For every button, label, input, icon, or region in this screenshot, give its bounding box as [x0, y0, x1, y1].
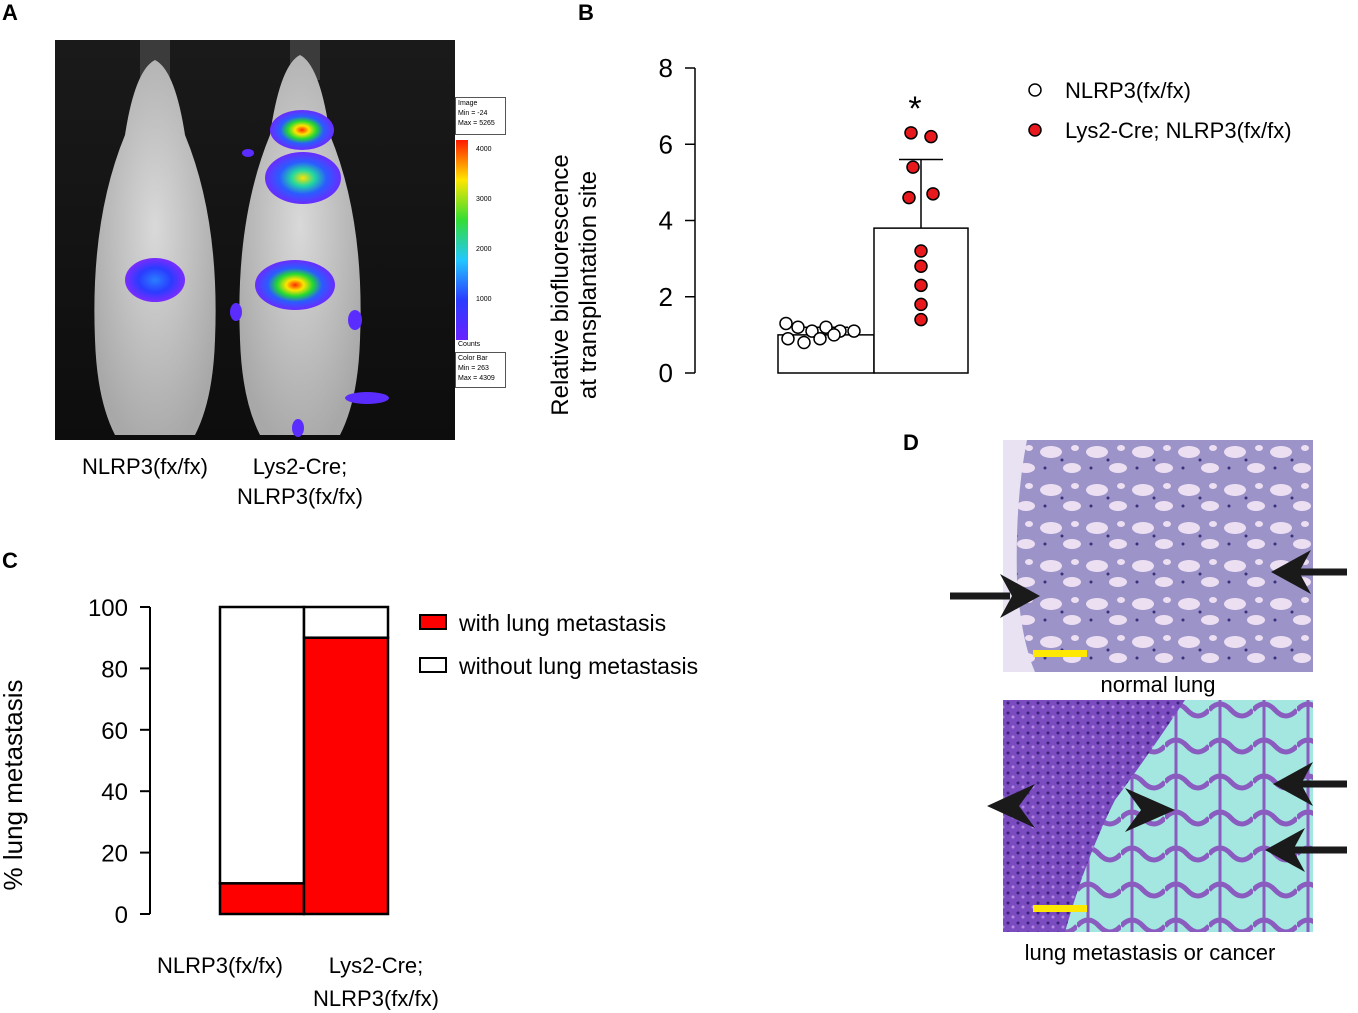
colorbar-range-box: Color Bar Min = 263 Max = 4309: [455, 352, 506, 388]
panel-a-label-ko: Lys2-Cre; NLRP3(fx/fx): [210, 452, 390, 512]
legend-label: NLRP3(fx/fx): [1065, 78, 1191, 103]
y-tick-label: 4: [659, 206, 673, 236]
data-point: [779, 316, 793, 331]
panel-letter-b: B: [578, 0, 594, 25]
colorbar-tick-3000: 3000: [476, 196, 492, 203]
arrow-icon: [1265, 828, 1347, 872]
y-tick-label: 2: [659, 282, 673, 312]
histology-panel: [950, 440, 1347, 932]
caption-lung-metastasis: lung metastasis or cancer: [1024, 940, 1276, 965]
image-box-max: Max = 5265: [458, 120, 495, 127]
y-tick-label: 20: [101, 841, 128, 868]
y-tick-label: 6: [659, 129, 673, 159]
legend-marker: [1028, 83, 1042, 97]
data-point: [914, 259, 928, 273]
arrowhead-icon: [987, 784, 1035, 828]
colorbar-tick-2000: 2000: [476, 246, 492, 253]
y-tick-label: 100: [88, 595, 128, 622]
arrowhead-icon: [1125, 788, 1175, 832]
arrow-icon: [950, 574, 1040, 618]
y-axis-label-line: Relative biofluorescence: [547, 154, 574, 415]
panel-letter-c: C: [2, 548, 18, 573]
y-tick-label: 80: [101, 656, 128, 683]
y-tick-label: 40: [101, 779, 128, 806]
data-point: [906, 160, 920, 174]
stacked-bar-segment: [302, 636, 390, 916]
y-tick-label: 0: [115, 902, 128, 929]
stacked-bar-segment: [218, 882, 306, 916]
panel-letter-a: A: [2, 0, 18, 25]
legend-marker: [1028, 123, 1042, 137]
data-point: [904, 126, 918, 140]
stacked-bar-segment: [302, 605, 390, 639]
data-point: [914, 244, 928, 258]
data-point: [781, 331, 795, 346]
arrow-icon: [1273, 762, 1347, 806]
y-axis-label-line: at transplantation site: [575, 171, 602, 399]
colorbar-tick-4000: 4000: [476, 146, 492, 153]
scale-bar-normal: [1033, 650, 1087, 657]
colorbar-box-min: Min = 263: [458, 365, 489, 372]
x-tick-label: NLRP3(fx/fx): [157, 953, 283, 978]
data-point: [847, 324, 861, 338]
data-point: [914, 297, 928, 312]
legend-swatch: [419, 614, 447, 630]
legend-label: without lung metastasis: [458, 653, 698, 679]
data-point: [819, 320, 833, 334]
image-box-title: Image: [458, 100, 478, 107]
data-point: [797, 335, 811, 350]
legend-label: Lys2-Cre; NLRP3(fx/fx): [1065, 118, 1292, 143]
normal-lung-image: [1003, 440, 1313, 672]
colorbar-box-max: Max = 4309: [458, 375, 495, 382]
panel-a-label-control: NLRP3(fx/fx): [82, 454, 208, 479]
chart-b: 0 2 4 6 8 Relative biofluorescenceat transpla…: [547, 53, 1292, 416]
colorbar-gradient: [456, 140, 468, 340]
data-point: [902, 190, 916, 205]
data-point: [827, 328, 841, 342]
data-point: [926, 187, 940, 201]
colorbar-box-title: Color Bar: [458, 355, 488, 362]
y-tick-label: 8: [659, 53, 673, 83]
data-point: [813, 331, 827, 346]
legend-label: with lung metastasis: [458, 610, 666, 636]
stacked-bar-segment: [218, 605, 306, 885]
x-tick-label: Lys2-Cre;: [329, 953, 424, 978]
chart-c: 0 20 40 60 80 100 % lung metastasis NLRP3(fx/fx…: [0, 595, 698, 1010]
image-range-box: Image Min = -24 Max = 5265: [455, 97, 506, 135]
arrow-icon: [1271, 550, 1347, 594]
data-point: [924, 129, 938, 144]
y-axis-label: Relative biofluorescenceat transplantati…: [547, 154, 602, 415]
caption-normal-lung: normal lung: [1100, 672, 1216, 697]
bioluminescence-image: [55, 40, 455, 440]
data-point: [805, 324, 819, 338]
colorbar-tick-1000: 1000: [476, 296, 492, 303]
data-point: [791, 320, 805, 334]
image-box-min: Min = -24: [458, 110, 488, 117]
y-tick-label: 0: [659, 358, 673, 388]
panel-a-label-ko-line2: NLRP3(fx/fx): [237, 484, 363, 509]
data-point: [914, 278, 928, 293]
scale-bar-metastasis: [1033, 905, 1087, 912]
x-tick-label: NLRP3(fx/fx): [313, 986, 439, 1010]
y-tick-label: 60: [101, 718, 128, 745]
legend-swatch: [419, 657, 447, 673]
y-axis-label: % lung metastasis: [0, 680, 28, 891]
significance-label: *: [908, 90, 921, 128]
panel-a-label-ko-line1: Lys2-Cre;: [252, 454, 348, 479]
panel-letter-d: D: [903, 430, 919, 455]
data-point: [914, 312, 928, 327]
colorbar-unit: Counts: [458, 341, 481, 348]
